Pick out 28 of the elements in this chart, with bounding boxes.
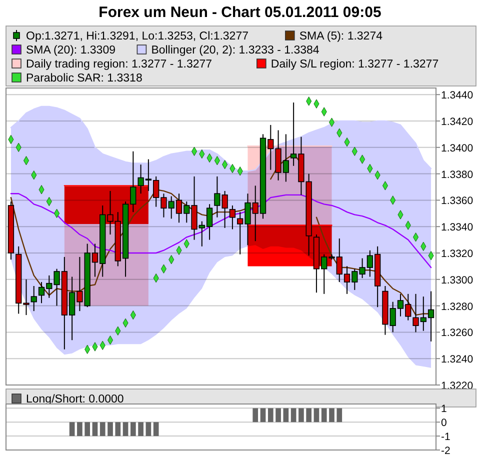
y-tick-label: 1.3400 bbox=[441, 142, 474, 154]
y-tick-label: 0 bbox=[441, 417, 447, 430]
y-tick-label: 1.3240 bbox=[441, 354, 474, 366]
legend-label: SMA (5): 1.3274 bbox=[299, 30, 384, 42]
y-tick-label: 1.3420 bbox=[441, 116, 474, 128]
candlestick bbox=[30, 286, 37, 312]
legend-label: Daily S/L region: 1.3277 - 1.3277 bbox=[270, 58, 439, 70]
legend-label: SMA (20): 1.3309 bbox=[26, 44, 116, 56]
legend-label: Daily trading region: 1.3277 - 1.3277 bbox=[26, 58, 212, 70]
y-tick-label: 1.3280 bbox=[441, 300, 474, 313]
y-tick-label: 1 bbox=[441, 403, 447, 416]
y-tick-label: 1.3300 bbox=[441, 274, 474, 286]
y-tick-label: 1.3360 bbox=[441, 195, 474, 208]
y-tick-label: 1.3340 bbox=[441, 222, 474, 234]
legend-label: Parabolic SAR: 1.3318 bbox=[26, 72, 142, 84]
y-tick-label: 1.3320 bbox=[441, 248, 474, 260]
line-series bbox=[10, 193, 432, 268]
y-tick-label: 1.3260 bbox=[441, 327, 474, 340]
y-tick-label: 1.3220 bbox=[441, 380, 474, 392]
candlestick bbox=[229, 204, 236, 230]
legend-label: Bollinger (20, 2): 1.3233 - 1.3384 bbox=[151, 44, 320, 56]
y-tick-label: -1 bbox=[441, 431, 450, 444]
chart-title: Forex um Neun - Chart 05.01.2011 09:05 bbox=[98, 4, 382, 21]
y-tick-label: 1.3440 bbox=[441, 90, 474, 102]
y-tick-label: -2 bbox=[441, 445, 450, 457]
legend-label: Op:1.3271, Hi:1.3291, Lo:1.3253, Cl:1.3277 bbox=[26, 30, 248, 42]
y-tick-label: 1.3380 bbox=[441, 168, 474, 181]
legend-label: Long/Short: 0.0000 bbox=[26, 394, 124, 406]
